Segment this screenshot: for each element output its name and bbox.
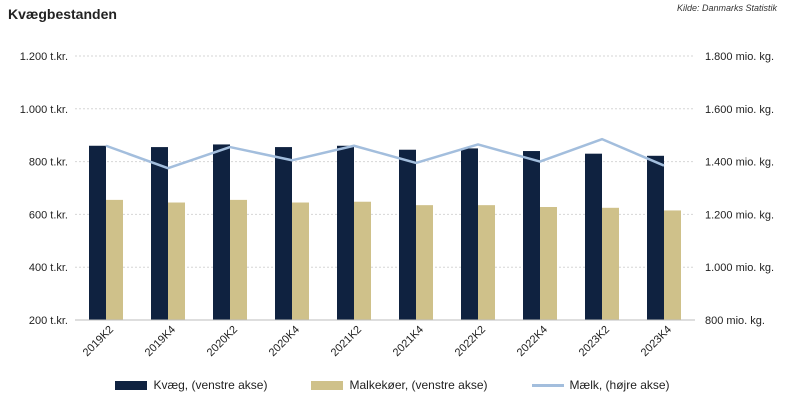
bar-malkekoer	[416, 205, 433, 320]
legend-swatch-kvaeg	[115, 380, 148, 390]
left-axis: 200 t.kr. 400 t.kr. 600 t.kr. 800 t.kr. 1.00…	[20, 51, 68, 327]
right-tick-label: 1.000 mio. kg.	[705, 262, 774, 274]
left-tick-label: 800 t.kr.	[29, 157, 68, 169]
x-tick-label: 2019K4	[143, 324, 178, 359]
bar-kvaeg	[275, 147, 292, 320]
x-tick-label: 2021K2	[329, 324, 364, 359]
right-tick-label: 1.800 mio. kg.	[705, 51, 774, 63]
bar-malkekoer	[664, 210, 681, 320]
x-tick-label: 2022K4	[515, 324, 550, 359]
right-tick-label: 1.200 mio. kg.	[705, 209, 774, 221]
line-series	[105, 137, 665, 170]
x-tick-label: 2023K2	[577, 324, 612, 359]
bar-kvaeg	[461, 148, 478, 320]
bar-kvaeg	[523, 151, 540, 320]
x-axis: 2019K2 2019K4 2020K2 2020K4 2021K2 2021K4 2022…	[75, 319, 695, 359]
x-tick-label: 2023K4	[639, 324, 674, 359]
bar-kvaeg	[647, 155, 664, 320]
chart-canvas: 200 t.kr. 400 t.kr. 600 t.kr. 800 t.kr. 1.00…	[20, 51, 774, 359]
bar-kvaeg	[585, 153, 602, 320]
right-tick-label: 1.400 mio. kg.	[705, 157, 774, 169]
x-tick-label: 2020K2	[205, 324, 240, 359]
bar-malkekoer	[354, 201, 371, 320]
x-tick-label: 2019K2	[81, 324, 116, 359]
source-note: Kilde: Danmarks Statistik	[676, 3, 777, 13]
legend-swatch-malkekoer	[311, 380, 344, 390]
legend-label-maelk: Mælk, (højre akse)	[569, 378, 670, 392]
bar-malkekoer	[478, 205, 495, 320]
left-tick-label: 1.000 t.kr.	[20, 104, 68, 116]
chart-title: Kvægbestanden	[8, 6, 117, 22]
right-axis: 800 mio. kg. 1.000 mio. kg. 1.200 mio. kg.…	[705, 51, 774, 327]
bar-malkekoer	[230, 199, 247, 320]
left-tick-label: 600 t.kr.	[29, 209, 68, 221]
legend-item-maelk: Mælk, (højre akse)	[531, 378, 670, 392]
bar-kvaeg	[151, 147, 168, 320]
legend-label-kvaeg: Kvæg, (venstre akse)	[153, 378, 268, 392]
legend-item-malkekoer: Malkekøer, (venstre akse)	[311, 378, 488, 392]
bar-malkekoer	[540, 207, 557, 320]
legend-item-kvaeg: Kvæg, (venstre akse)	[115, 378, 267, 392]
bar-malkekoer	[106, 199, 123, 320]
left-tick-label: 400 t.kr.	[29, 262, 68, 274]
bar-kvaeg	[337, 145, 354, 320]
bar-kvaeg	[89, 145, 106, 320]
x-tick-label: 2020K4	[267, 324, 302, 359]
bar-kvaeg	[213, 144, 230, 320]
line-maelk	[105, 137, 665, 170]
legend-label-malkekoer: Malkekøer, (venstre akse)	[349, 378, 488, 392]
bars	[89, 144, 681, 320]
right-tick-label: 800 mio. kg.	[705, 315, 765, 327]
bar-malkekoer	[292, 202, 309, 320]
left-tick-label: 200 t.kr.	[29, 315, 68, 327]
x-tick-label: 2021K4	[391, 324, 426, 359]
legend: Kvæg, (venstre akse) Malkekøer, (venstre…	[0, 378, 785, 392]
right-tick-label: 1.600 mio. kg.	[705, 104, 774, 116]
x-tick-label: 2022K2	[453, 324, 488, 359]
legend-swatch-maelk	[531, 383, 564, 387]
bar-malkekoer	[602, 207, 619, 320]
left-tick-label: 1.200 t.kr.	[20, 51, 68, 63]
bar-malkekoer	[168, 202, 185, 320]
bar-kvaeg	[399, 149, 416, 320]
